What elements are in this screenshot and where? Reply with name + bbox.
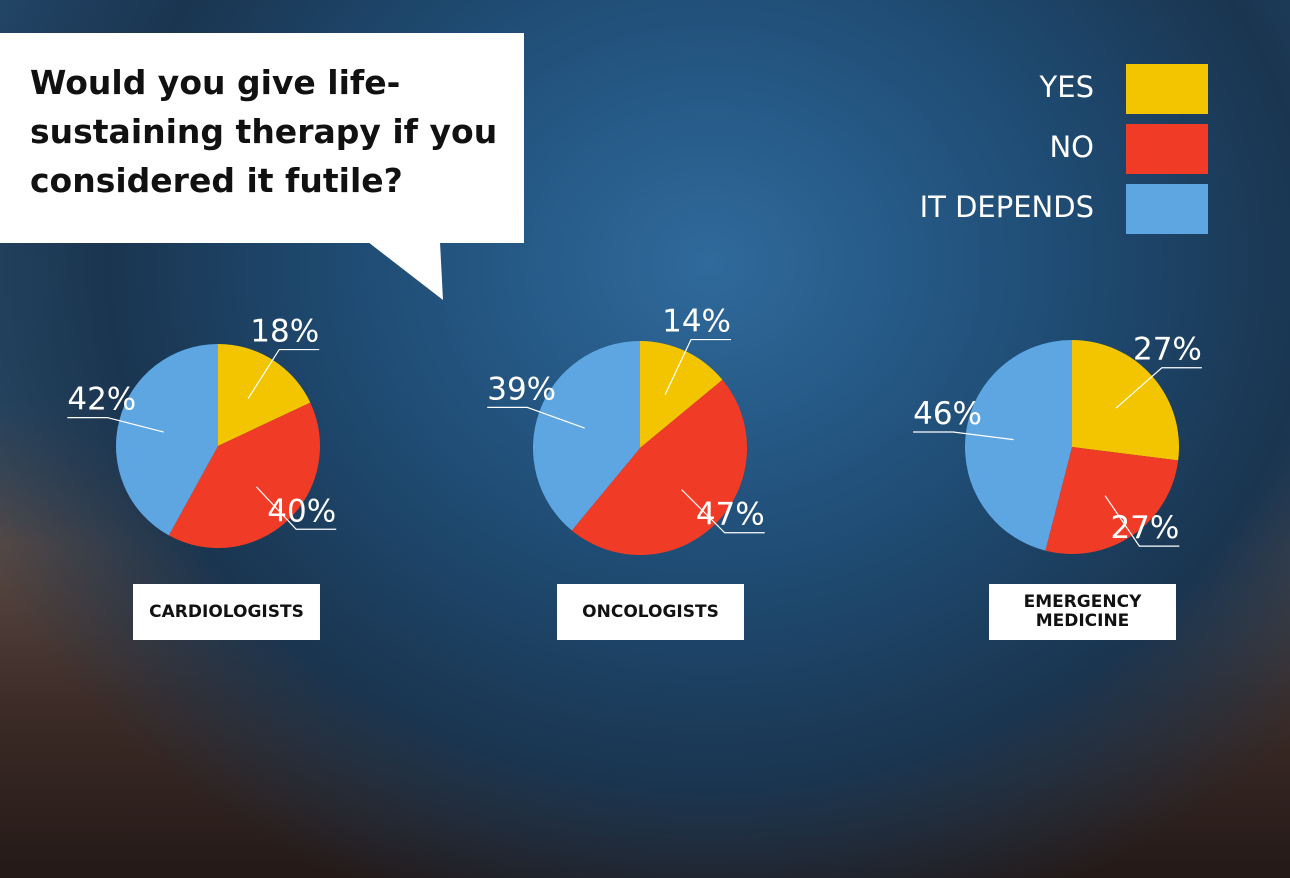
value-label: 27% [1133,332,1202,368]
leader-line [247,348,320,399]
legend-swatch [1126,184,1208,234]
pie-slice [1045,447,1179,555]
leader-line [681,489,765,534]
legend-swatch [1126,64,1208,114]
value-label: 46% [913,396,982,432]
leader-line [1115,367,1202,409]
value-label: 14% [662,304,731,340]
leader-line [1104,495,1180,547]
pie-slice [115,343,218,536]
legend-label: YES [1039,70,1094,104]
leader-line [664,338,732,396]
value-label: 40% [267,493,336,529]
legend-label: NO [1049,130,1094,164]
pie-slice [640,340,723,448]
legend-swatch [1126,124,1208,174]
legend-label: IT DEPENDS [919,190,1094,224]
value-label: 39% [487,371,556,407]
pie-title: EMERGENCY MEDICINE [989,584,1176,640]
bubble-tail [368,242,443,300]
speech-bubble [0,33,524,243]
pie-slice [168,402,321,549]
question: Would you give life-sustaining therapy i… [30,63,498,200]
leader-line [255,486,337,530]
pie-title: CARDIOLOGISTS [133,584,320,640]
pie-slice [532,341,640,531]
value-label: 27% [1110,510,1179,546]
value-label: 18% [250,314,319,350]
pie-title: ONCOLOGISTS [557,584,744,640]
pie-slice [218,344,311,446]
value-label: 42% [67,382,136,418]
value-label: 47% [696,497,765,533]
pie-slice [964,340,1072,551]
leader-line [487,406,585,429]
leader-line [913,431,1014,441]
leader-line [67,416,164,433]
